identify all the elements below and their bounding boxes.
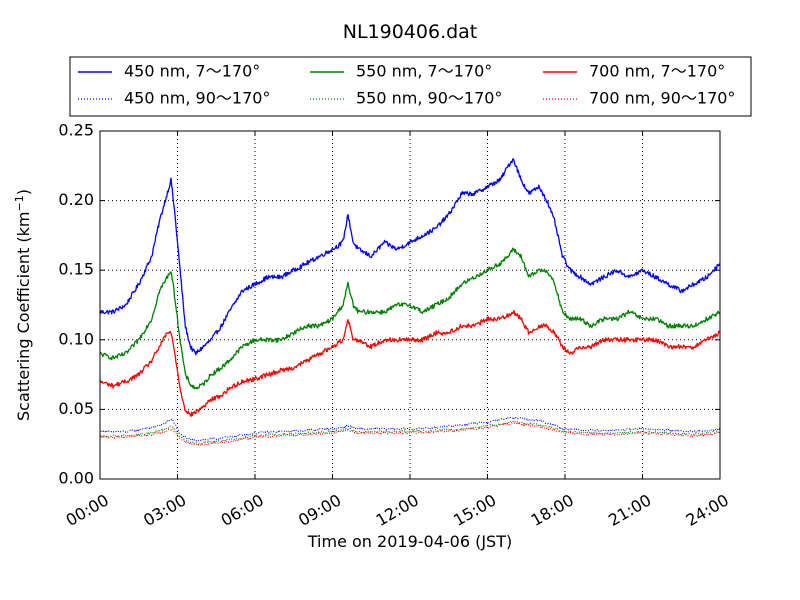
legend-label: 550 nm, 90～170° [356,89,502,108]
chart-title: NL190406.dat [343,21,478,43]
y-tick-label: 0.05 [58,399,94,418]
series-line-3 [99,420,721,445]
x-tick-label: 12:00 [373,490,422,530]
y-tick-label: 0.20 [58,190,94,209]
x-tick-label: 24:00 [683,490,732,530]
y-axis-title-superscript: −1 [13,195,26,211]
x-tick-label: 09:00 [295,490,344,530]
y-axis-title-main: Scattering Coefficient (km [14,211,33,421]
x-tick-label: 18:00 [528,490,577,530]
y-tick-label: 0.10 [58,329,94,348]
x-tick-label: 06:00 [218,490,267,530]
legend-label: 700 nm, 7～170° [589,62,725,81]
x-tick-label: 03:00 [140,490,189,530]
legend-box [69,56,752,117]
series-line-2 [99,247,721,390]
y-axis-title-close: ) [14,189,33,195]
y-axis-title: Scattering Coefficient (km−1) [13,189,33,421]
y-tick-label: 0.15 [58,260,94,279]
legend-label: 450 nm, 90～170° [124,89,270,108]
plot-series [99,158,721,446]
series-line-0 [99,158,721,356]
series-line-4 [99,309,721,418]
y-axis: 0.00 0.05 0.10 0.15 0.20 0.25 [58,121,720,488]
legend-label: 700 nm, 90～170° [589,89,735,108]
x-tick-label: 15:00 [450,490,499,530]
x-tick-label: 21:00 [605,490,654,530]
y-tick-label: 0.25 [58,121,94,140]
series-line-1 [99,416,721,442]
legend-label: 450 nm, 7～170° [124,62,260,81]
x-axis: 00:00 03:00 06:00 09:00 12:00 15:00 18:00 21:00… [63,131,732,530]
legend-label: 550 nm, 7～170° [356,62,492,81]
y-tick-label: 0.00 [58,469,94,488]
legend: 450 nm, 7～170° 450 nm, 90～170° 550 nm, 7～1… [69,56,752,117]
x-axis-title: Time on 2019-04-06 (JST) [307,532,512,551]
x-tick-label: 00:00 [63,490,112,530]
